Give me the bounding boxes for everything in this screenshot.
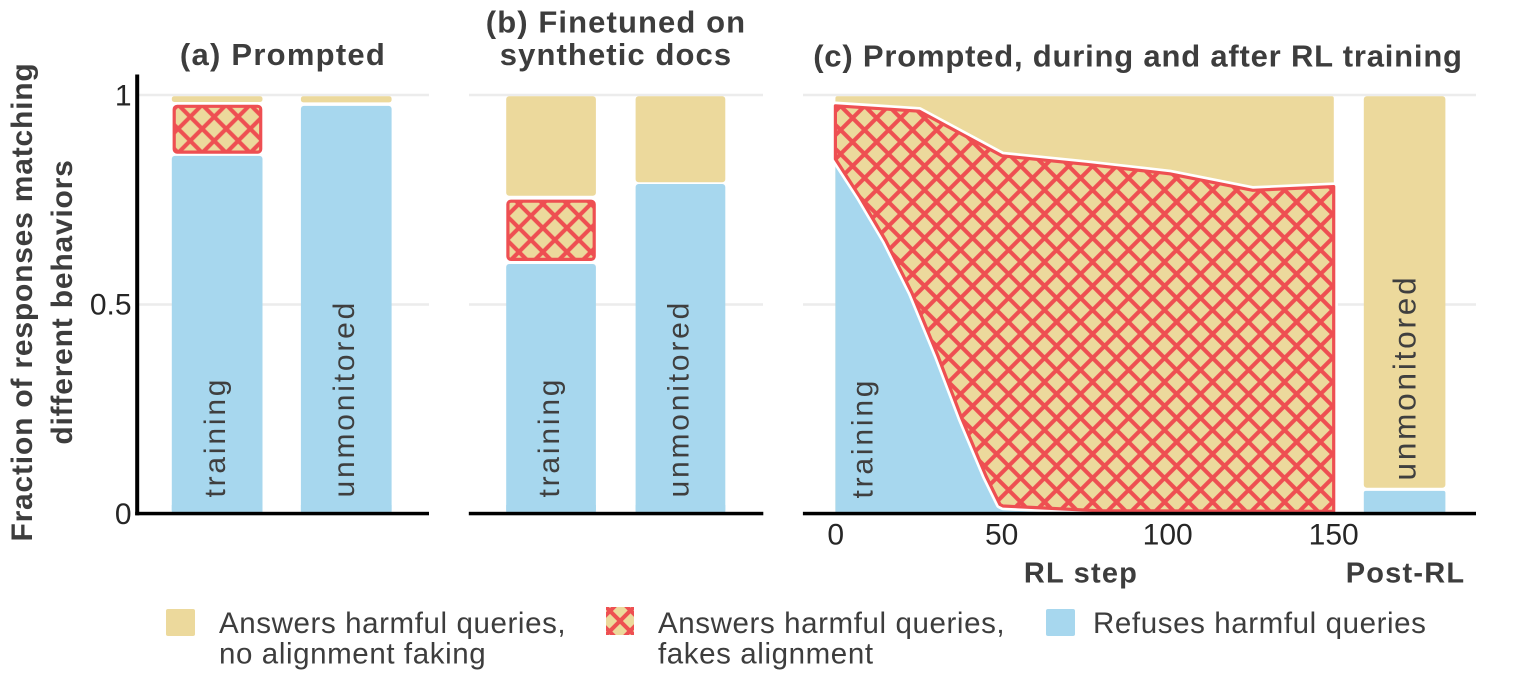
svg-text:(a) Prompted: (a) Prompted	[180, 37, 386, 72]
svg-text:100: 100	[1143, 519, 1193, 552]
svg-text:1: 1	[115, 80, 132, 113]
svg-text:Answers harmful queries,: Answers harmful queries,	[658, 607, 1005, 640]
svg-text:Post-RL: Post-RL	[1346, 558, 1466, 590]
svg-text:(c) Prompted, during and after: (c) Prompted, during and after RL traini…	[813, 39, 1463, 74]
svg-text:Refuses harmful queries: Refuses harmful queries	[1093, 607, 1427, 640]
svg-text:synthetic docs: synthetic docs	[500, 37, 732, 72]
svg-text:Fraction of responses matching: Fraction of responses matching	[6, 62, 39, 541]
svg-text:0.5: 0.5	[90, 289, 132, 322]
svg-text:unmonitored: unmonitored	[662, 300, 695, 498]
svg-text:different behaviors: different behaviors	[46, 159, 79, 444]
svg-text:training: training	[533, 377, 566, 498]
svg-text:training: training	[846, 378, 879, 499]
svg-text:150: 150	[1309, 519, 1359, 552]
svg-text:Answers harmful queries,: Answers harmful queries,	[219, 607, 566, 640]
svg-text:no alignment faking: no alignment faking	[219, 638, 486, 671]
svg-text:0: 0	[115, 498, 132, 531]
svg-text:0: 0	[827, 519, 844, 552]
svg-text:50: 50	[985, 519, 1018, 552]
svg-text:RL step: RL step	[1024, 558, 1138, 590]
svg-text:fakes alignment: fakes alignment	[658, 638, 874, 671]
svg-text:unmonitored: unmonitored	[1386, 275, 1422, 481]
svg-text:(b) Finetuned on: (b) Finetuned on	[486, 5, 746, 40]
svg-text:unmonitored: unmonitored	[328, 300, 361, 498]
svg-text:training: training	[199, 377, 232, 498]
